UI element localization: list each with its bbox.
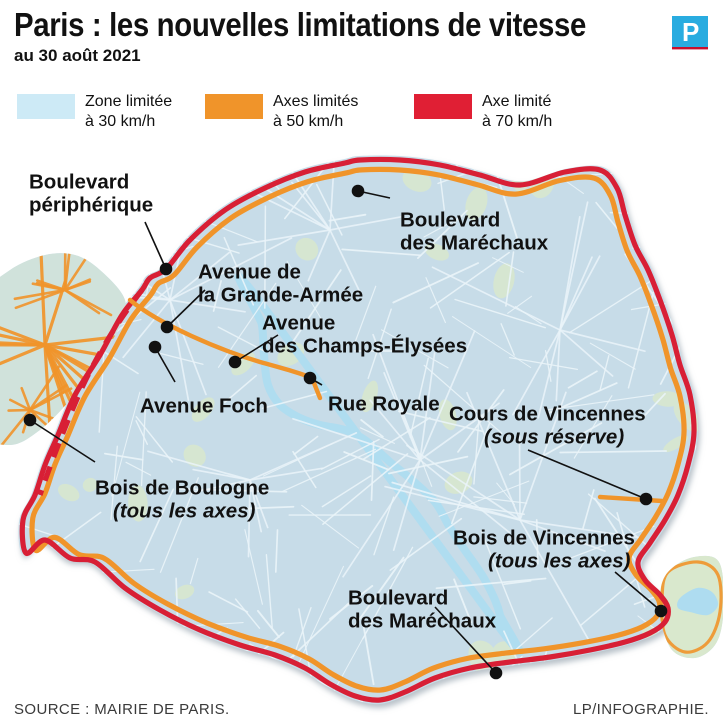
svg-text:Bois de Boulogne(tous les axes: Bois de Boulogne (tous les axes): [95, 477, 269, 523]
svg-text:P: P: [682, 17, 699, 47]
svg-text:Rue Royale: Rue Royale: [328, 393, 440, 416]
svg-text:Avenue Foch: Avenue Foch: [140, 395, 268, 418]
